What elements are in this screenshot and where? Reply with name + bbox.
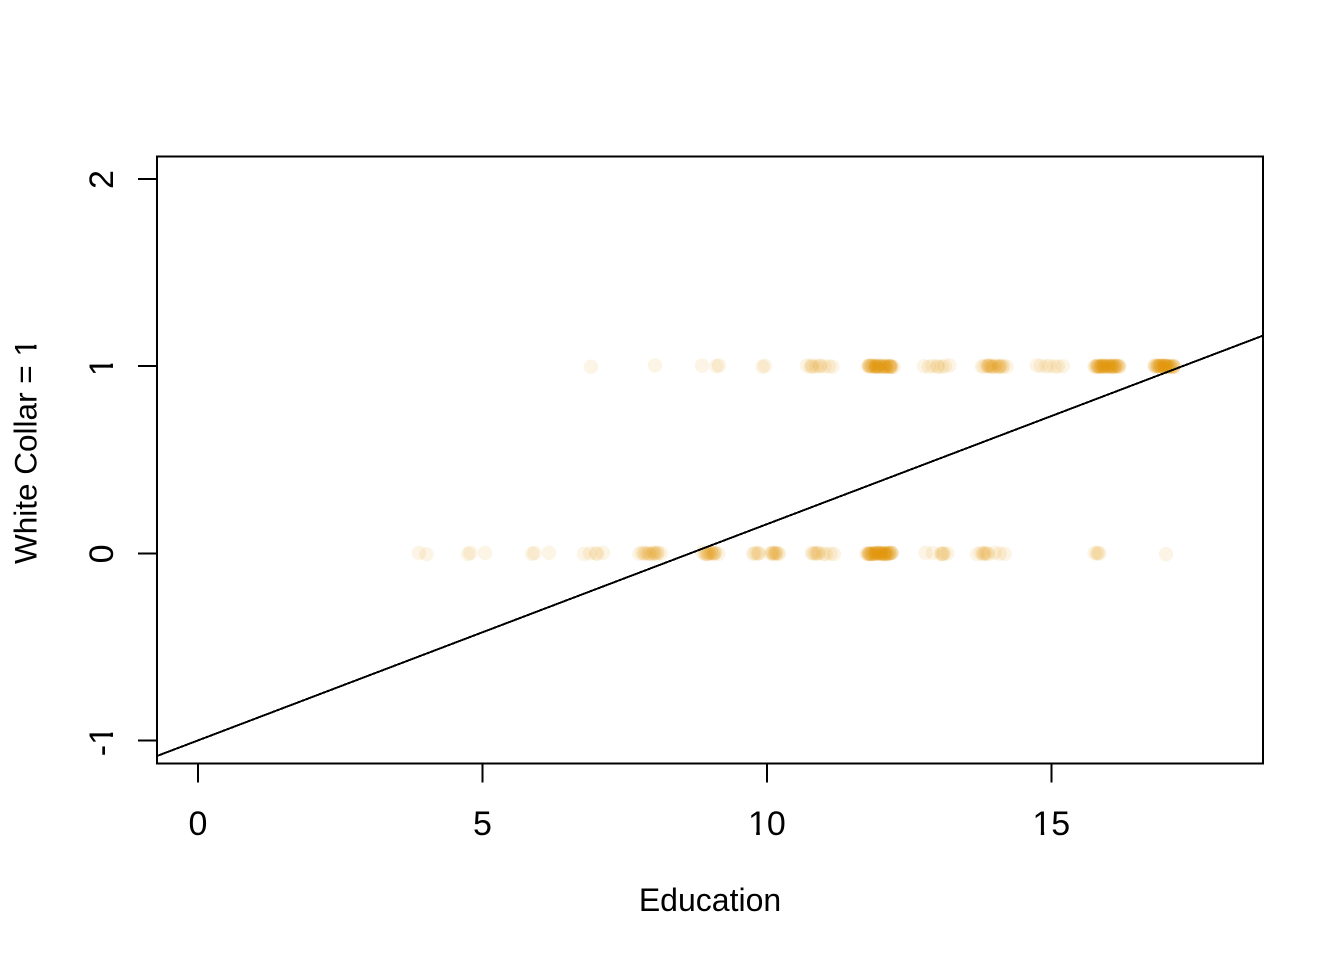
svg-text:5: 5 (473, 805, 492, 843)
svg-text:0: 0 (83, 544, 121, 563)
svg-text:White Collar = 1: White Collar = 1 (8, 339, 44, 564)
svg-text:15: 15 (1032, 805, 1070, 843)
svg-text:1: 1 (83, 357, 121, 376)
svg-text:0: 0 (189, 805, 208, 843)
svg-text:-1: -1 (83, 726, 121, 756)
svg-text:Education: Education (639, 882, 781, 918)
svg-text:10: 10 (748, 805, 786, 843)
svg-text:2: 2 (83, 170, 121, 189)
